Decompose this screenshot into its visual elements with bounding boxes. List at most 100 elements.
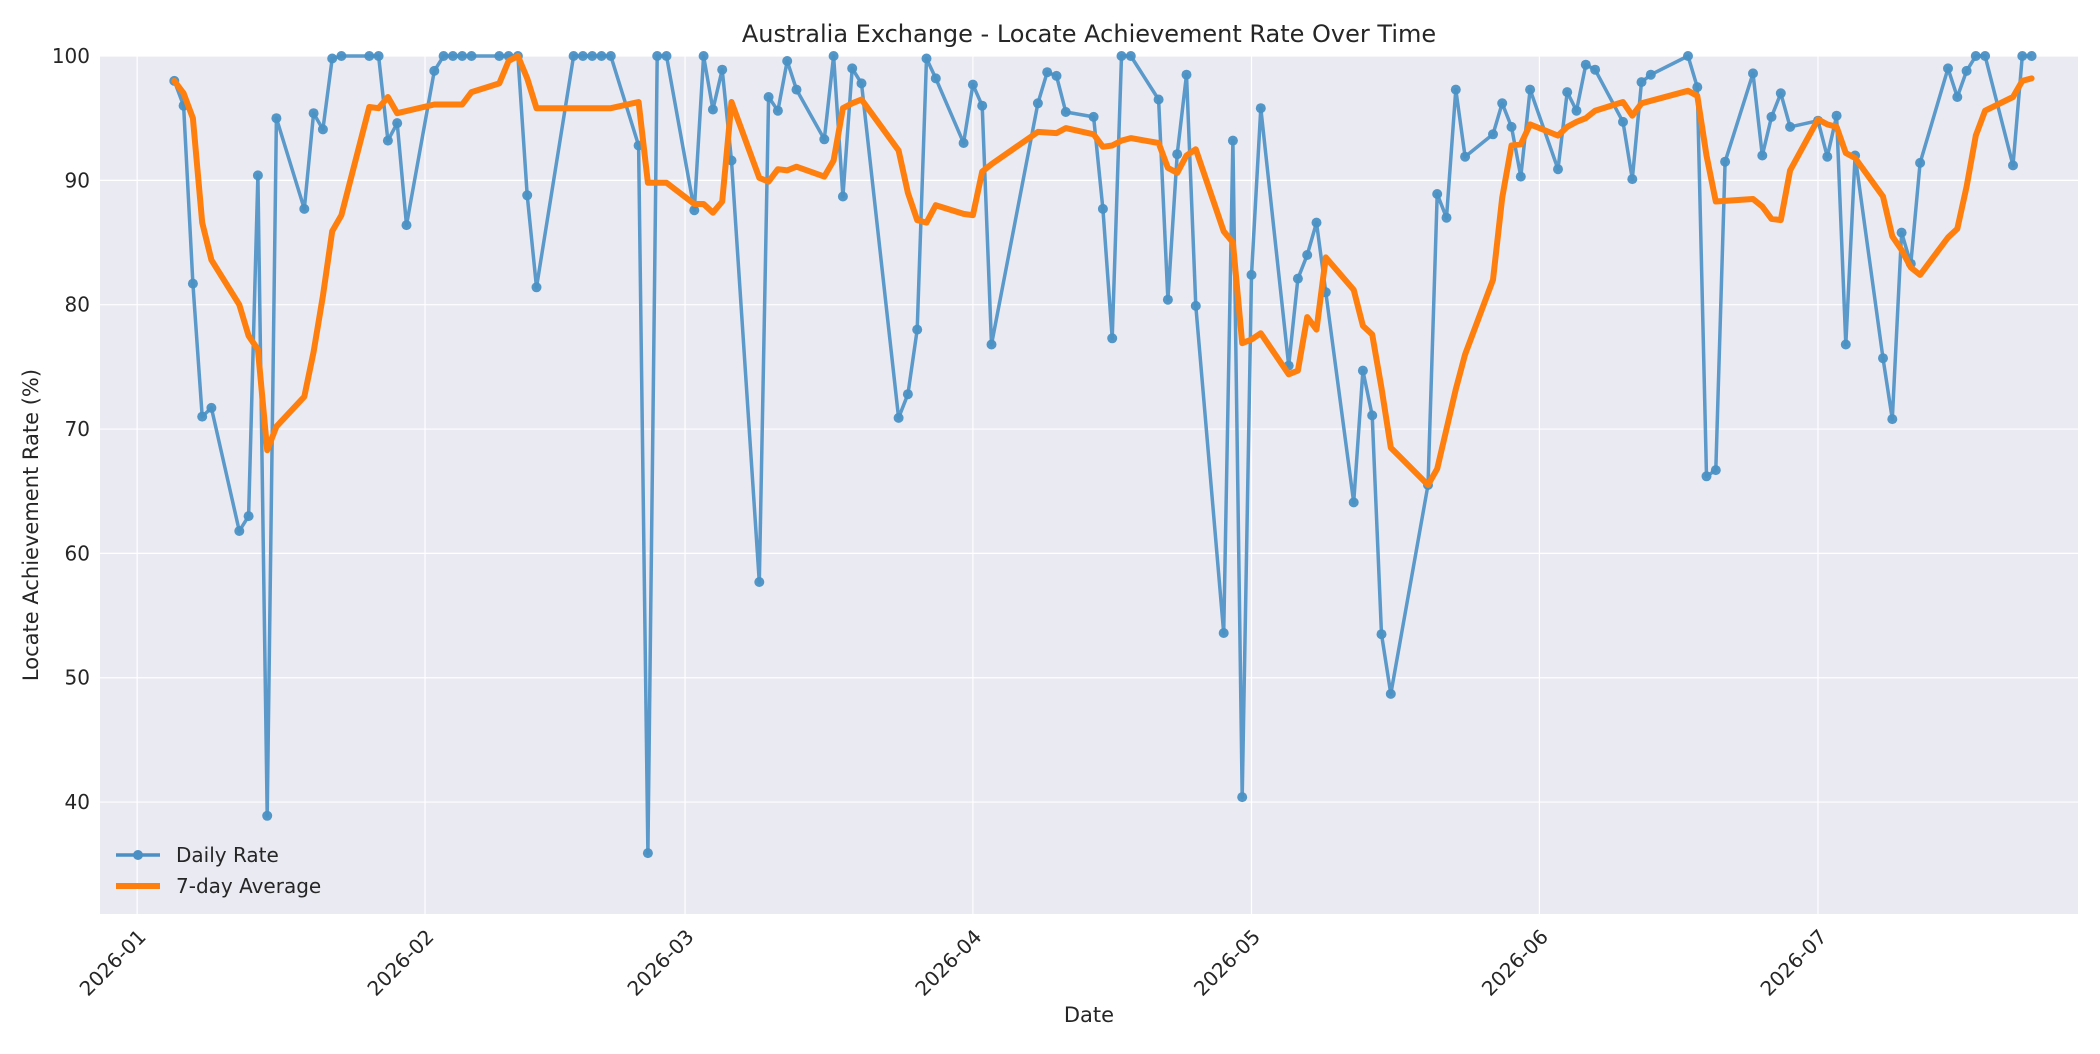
daily-rate-point <box>187 278 198 289</box>
daily-rate-point <box>531 282 542 293</box>
daily-rate-point <box>392 118 403 129</box>
chart-title: Australia Exchange - Locate Achievement … <box>742 20 1436 48</box>
daily-rate-point <box>1181 69 1192 80</box>
daily-rate-point <box>1125 51 1136 61</box>
daily-rate-point <box>1627 174 1638 185</box>
daily-rate-point <box>2026 51 2037 61</box>
daily-rate-point <box>1766 111 1777 122</box>
daily-rate-point <box>1162 294 1173 305</box>
daily-rate-point <box>902 389 913 400</box>
daily-rate-point <box>1710 465 1721 476</box>
daily-rate-point <box>1246 269 1257 280</box>
daily-rate-point <box>652 51 663 61</box>
daily-rate-point <box>717 64 728 75</box>
daily-rate-point <box>1943 63 1953 74</box>
daily-rate-point <box>364 51 375 61</box>
daily-rate-point <box>1385 688 1396 699</box>
daily-rate-point <box>299 203 310 214</box>
y-tick-label: 100 <box>52 44 90 68</box>
daily-rate-point <box>382 135 393 146</box>
daily-rate-point <box>1497 98 1508 109</box>
daily-rate-point <box>234 526 245 536</box>
daily-rate-point <box>1887 414 1898 425</box>
daily-rate-point <box>642 848 653 859</box>
daily-rate-point <box>1618 116 1628 127</box>
daily-rate-point <box>1190 300 1201 311</box>
y-tick-label: 70 <box>65 417 90 441</box>
daily-rate-point <box>1367 410 1378 421</box>
daily-rate-point <box>1042 67 1053 78</box>
daily-rate-point <box>1915 157 1926 168</box>
daily-rate-point <box>308 108 319 119</box>
daily-rate-point <box>847 63 858 74</box>
daily-rate-point <box>243 511 254 522</box>
daily-rate-point <box>1515 171 1526 182</box>
legend-daily-label: Daily Rate <box>176 843 279 867</box>
daily-rate-point <box>1088 111 1099 122</box>
daily-rate-point <box>958 138 969 148</box>
daily-rate-point <box>1980 51 1991 61</box>
daily-rate-point <box>921 53 932 64</box>
daily-rate-point <box>782 56 793 66</box>
daily-rate-point <box>1218 628 1229 638</box>
daily-rate-point <box>1051 70 1062 81</box>
daily-rate-point <box>568 51 579 61</box>
daily-rate-point <box>373 51 384 61</box>
daily-rate-point <box>1441 212 1452 223</box>
daily-rate-point <box>763 92 774 102</box>
daily-rate-point <box>1302 250 1313 260</box>
series <box>169 51 2037 859</box>
daily-rate-point <box>912 324 923 335</box>
daily-rate-point <box>967 79 978 90</box>
daily-rate-point <box>856 78 867 89</box>
daily-rate-point <box>977 100 988 111</box>
daily-rate-point <box>837 191 848 202</box>
daily-rate-point <box>1840 339 1851 350</box>
daily-rate-point <box>1636 77 1647 88</box>
daily-rate-point <box>271 113 282 124</box>
daily-rate-point <box>754 577 765 587</box>
daily-rate-point <box>1227 135 1238 146</box>
x-tick-label: 2026-04 <box>910 925 986 1001</box>
daily-rate-point <box>457 51 468 61</box>
daily-rate-point <box>317 124 328 135</box>
legend-average-label: 7-day Average <box>176 874 321 898</box>
daily-rate-point <box>206 402 217 413</box>
daily-rate-point <box>1970 51 1981 61</box>
daily-rate-point <box>1488 129 1498 140</box>
y-tick-label: 50 <box>65 666 90 690</box>
daily-rate-point <box>930 73 941 84</box>
daily-rate-point <box>1450 84 1461 95</box>
daily-rate-point <box>605 51 616 61</box>
daily-rate-point <box>1460 151 1471 162</box>
daily-rate-point <box>1237 792 1248 803</box>
y-tick-label: 80 <box>65 293 90 317</box>
daily-rate-point <box>1348 497 1359 508</box>
daily-rate-point <box>596 51 607 61</box>
daily-rate-point <box>1831 110 1842 121</box>
seven-day-average-line <box>171 53 2035 488</box>
daily-rate-point <box>1757 150 1768 161</box>
daily-rate-point <box>986 339 997 350</box>
daily-rate-point <box>447 51 458 61</box>
daily-rate-point <box>772 105 783 116</box>
daily-rate-point <box>1775 88 1786 99</box>
daily-rate-point <box>2017 51 2028 61</box>
daily-rate-point <box>252 170 263 181</box>
x-tick-label: 2026-03 <box>623 925 699 1001</box>
daily-rate-point <box>577 51 588 61</box>
legend-daily-marker <box>133 850 143 860</box>
daily-rate-point <box>522 190 533 201</box>
daily-rate-point <box>1683 51 1693 61</box>
daily-rate-point <box>1748 68 1758 79</box>
daily-rate-point <box>1292 273 1303 284</box>
daily-rate-point <box>1172 149 1183 160</box>
daily-rate-point <box>401 220 412 231</box>
daily-rate-point <box>1878 353 1888 364</box>
daily-rate-point <box>429 65 440 76</box>
daily-rate-point <box>1506 121 1517 132</box>
x-tick-label: 2026-07 <box>1755 925 1831 1001</box>
daily-rate-point <box>1376 629 1387 640</box>
daily-rate-point <box>661 51 672 61</box>
